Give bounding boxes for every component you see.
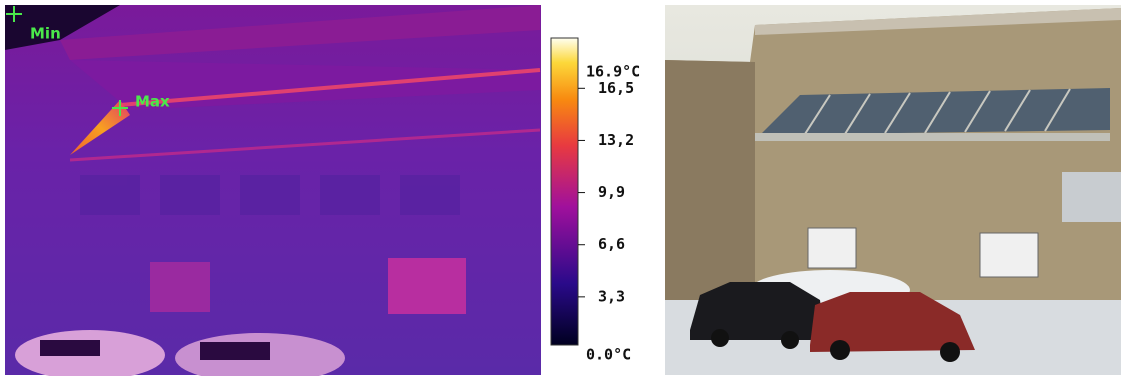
colorbar-ticks: 16.9°C 0.0°C 16,5 13,2 9,9 6,6 3,3: [578, 62, 640, 363]
screen: Min Max 16.9°C 0.0°C 16,5 13,2 9,9 6,6 3,3: [0, 0, 1121, 376]
tick-label: 9,9: [598, 183, 625, 201]
tick-label: 3,3: [598, 287, 625, 305]
photo: [665, 5, 1121, 375]
tick-label: 6,6: [598, 235, 625, 253]
colorbar-min-label: 0.0°C: [586, 346, 631, 364]
colorbar-max-label: 16.9°C: [586, 62, 640, 80]
min-label: Min: [30, 25, 61, 43]
thermal-image: Min Max: [5, 5, 541, 376]
tick-label: 13,2: [598, 131, 634, 149]
colorbar: [551, 38, 578, 345]
tick-label: 16,5: [598, 79, 634, 97]
max-label: Max: [135, 93, 170, 111]
page: {"thermal_image": {"min_marker": "Min", …: [0, 0, 1121, 376]
